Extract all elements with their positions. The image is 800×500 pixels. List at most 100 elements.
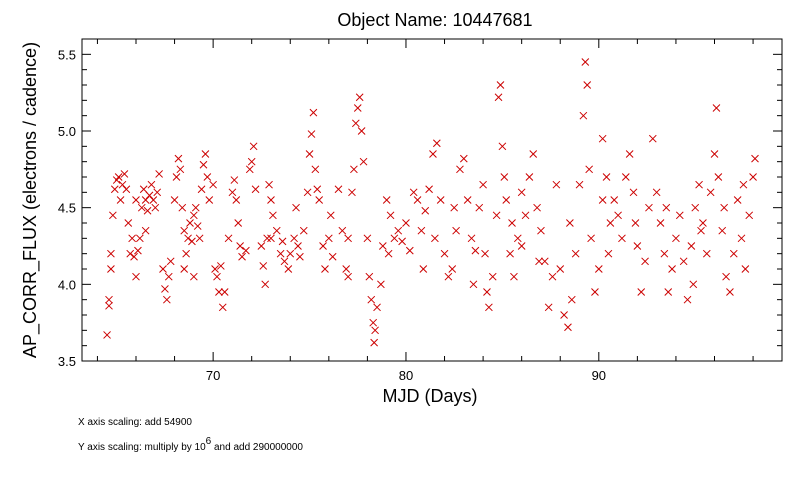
data-point: [209, 180, 217, 189]
y-axis-label: AP_CORR_FLUX (electrons / cadence): [20, 42, 41, 358]
data-point: [199, 160, 208, 169]
data-point: [272, 226, 281, 235]
data-point-stroke: [114, 173, 123, 181]
data-point-stroke: [269, 211, 277, 220]
data-point: [328, 252, 337, 261]
data-point-stroke: [155, 170, 163, 178]
data-point: [537, 226, 545, 235]
data-point: [305, 150, 314, 158]
data-point-stroke: [488, 272, 497, 281]
data-point-stroke: [517, 188, 526, 197]
data-point: [357, 127, 366, 135]
data-point-stroke: [729, 249, 738, 258]
data-point: [535, 257, 543, 266]
data-point-stroke: [594, 265, 603, 273]
data-point-stroke: [436, 196, 445, 204]
data-point: [141, 196, 150, 204]
data-point-stroke: [118, 180, 127, 189]
data-point: [718, 226, 727, 235]
data-point-stroke: [224, 234, 233, 243]
data-point: [737, 234, 746, 243]
data-point-stroke: [292, 203, 300, 212]
data-point: [517, 188, 526, 197]
data-point: [363, 234, 372, 243]
data-point-stroke: [498, 142, 507, 151]
data-point-stroke: [107, 265, 115, 273]
data-point-stroke: [236, 242, 244, 250]
data-point-stroke: [475, 203, 484, 212]
data-point-stroke: [702, 249, 711, 258]
data-point: [386, 211, 395, 220]
data-point-stroke: [186, 219, 194, 227]
data-point-stroke: [529, 150, 538, 158]
data-point: [440, 249, 449, 258]
data-point-stroke: [699, 219, 707, 227]
data-point: [448, 265, 457, 273]
data-point: [238, 252, 246, 261]
data-point-stroke: [321, 265, 329, 273]
data-point-stroke: [431, 234, 439, 243]
data-point: [109, 211, 117, 220]
data-point-stroke: [367, 295, 376, 304]
data-point: [419, 265, 428, 273]
data-point-stroke: [159, 265, 167, 273]
data-point-stroke: [176, 165, 185, 174]
data-point-stroke: [544, 303, 553, 312]
data-point-stroke: [351, 119, 360, 128]
data-point: [232, 196, 241, 204]
data-point-stroke: [103, 331, 111, 339]
data-point: [139, 185, 148, 194]
data-point: [417, 226, 426, 235]
data-point-stroke: [525, 173, 534, 181]
data-point: [382, 196, 391, 204]
plot-frame: [81, 38, 783, 362]
data-point-stroke: [135, 234, 144, 243]
data-point: [739, 180, 748, 189]
y-tick-label: 5.5: [58, 47, 76, 62]
data-point: [269, 211, 277, 220]
data-point-stroke: [506, 249, 514, 258]
data-point-stroke: [193, 222, 202, 230]
data-point-stroke: [363, 234, 372, 243]
data-point-stroke: [405, 246, 414, 255]
data-point: [213, 272, 221, 281]
data-point-stroke: [267, 234, 275, 243]
data-point: [510, 272, 518, 281]
y-tick-label: 4.5: [58, 201, 76, 216]
data-point: [452, 226, 460, 235]
data-point: [348, 188, 356, 197]
data-point: [656, 219, 665, 227]
data-point-stroke: [369, 318, 378, 327]
data-point: [594, 265, 603, 273]
data-point-stroke: [691, 203, 700, 212]
data-point-stroke: [132, 196, 140, 204]
data-point-stroke: [440, 249, 449, 258]
data-point: [114, 173, 123, 181]
data-point-stroke: [598, 196, 607, 204]
data-point-stroke: [137, 203, 146, 212]
data-point-stroke: [452, 226, 460, 235]
data-point: [544, 303, 553, 312]
data-point: [706, 188, 715, 197]
data-point-stroke: [228, 188, 237, 197]
data-point: [631, 219, 640, 227]
data-point: [384, 249, 393, 258]
data-point: [170, 196, 179, 204]
data-point-stroke: [145, 191, 154, 200]
data-point: [135, 234, 144, 243]
data-point: [652, 188, 661, 197]
data-point-stroke: [147, 180, 156, 189]
data-point-stroke: [386, 211, 395, 220]
data-point: [334, 185, 343, 194]
data-point-stroke: [215, 288, 223, 296]
data-point-stroke: [259, 262, 268, 270]
data-point: [276, 249, 285, 258]
data-point: [479, 180, 487, 189]
data-point: [571, 249, 580, 258]
data-point: [496, 81, 505, 89]
data-point-stroke: [587, 234, 595, 243]
data-point-stroke: [263, 234, 271, 243]
data-point: [351, 119, 360, 128]
data-point: [741, 265, 750, 273]
